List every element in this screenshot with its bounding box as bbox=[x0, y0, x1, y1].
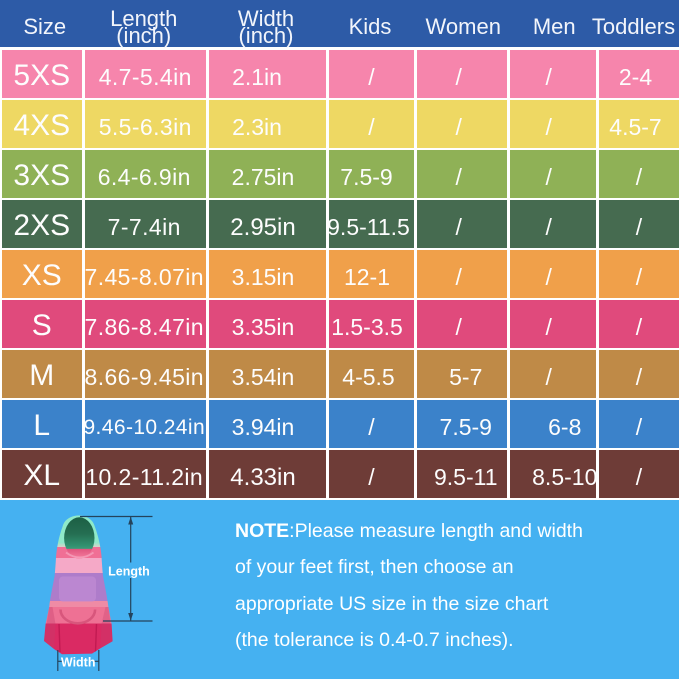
svg-text:Width: Width bbox=[61, 655, 96, 669]
svg-text:Length: Length bbox=[108, 565, 150, 579]
